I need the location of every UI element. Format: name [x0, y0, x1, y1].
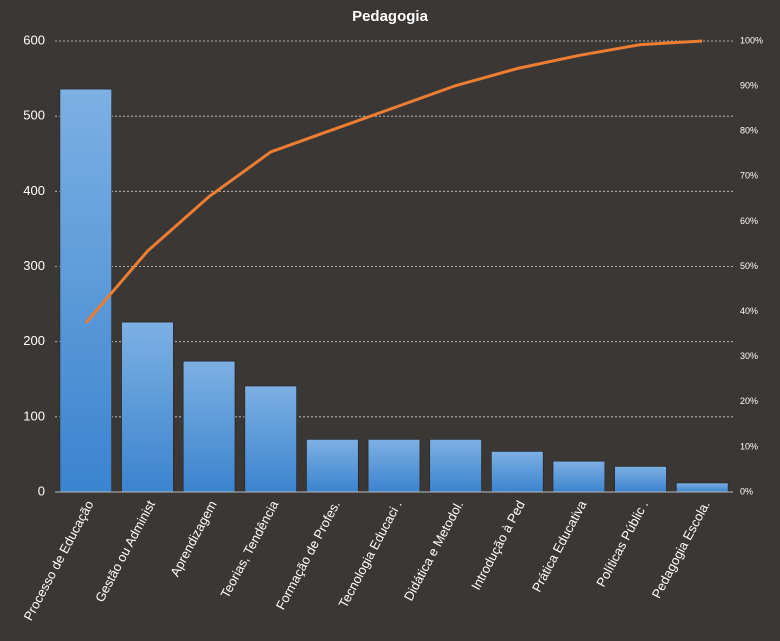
bar	[491, 451, 544, 493]
bar	[121, 321, 174, 493]
y2-tick-label: 90%	[740, 80, 758, 90]
cumulative-line	[84, 39, 703, 324]
y-tick-label: 0	[38, 483, 45, 498]
y2-tick-label: 100%	[740, 35, 763, 45]
y2-tick-label: 0%	[740, 486, 753, 496]
bar	[429, 439, 482, 493]
bar	[59, 88, 113, 493]
y-tick-label: 600	[23, 32, 45, 47]
y2-tick-label: 70%	[740, 171, 758, 181]
y2-tick-label: 30%	[740, 351, 758, 361]
bar	[182, 360, 236, 493]
y2-tick-label: 20%	[740, 396, 758, 406]
bar	[552, 460, 606, 493]
bar	[675, 482, 729, 493]
y2-tick-label: 50%	[740, 261, 758, 271]
bar	[244, 385, 297, 493]
bar	[367, 439, 421, 493]
y2-tick-label: 40%	[740, 306, 758, 316]
y-tick-label: 200	[23, 333, 45, 348]
bar	[614, 466, 667, 493]
chart-title: Pedagogia	[352, 8, 429, 25]
y2-tick-label: 10%	[740, 441, 758, 451]
y-tick-label: 300	[23, 258, 45, 273]
y2-tick-label: 80%	[740, 126, 758, 136]
y2-tick-label: 60%	[740, 216, 758, 226]
bar	[306, 439, 359, 493]
y-tick-label: 100	[23, 408, 45, 423]
y-tick-label: 500	[23, 108, 45, 123]
y-tick-label: 400	[23, 183, 45, 198]
